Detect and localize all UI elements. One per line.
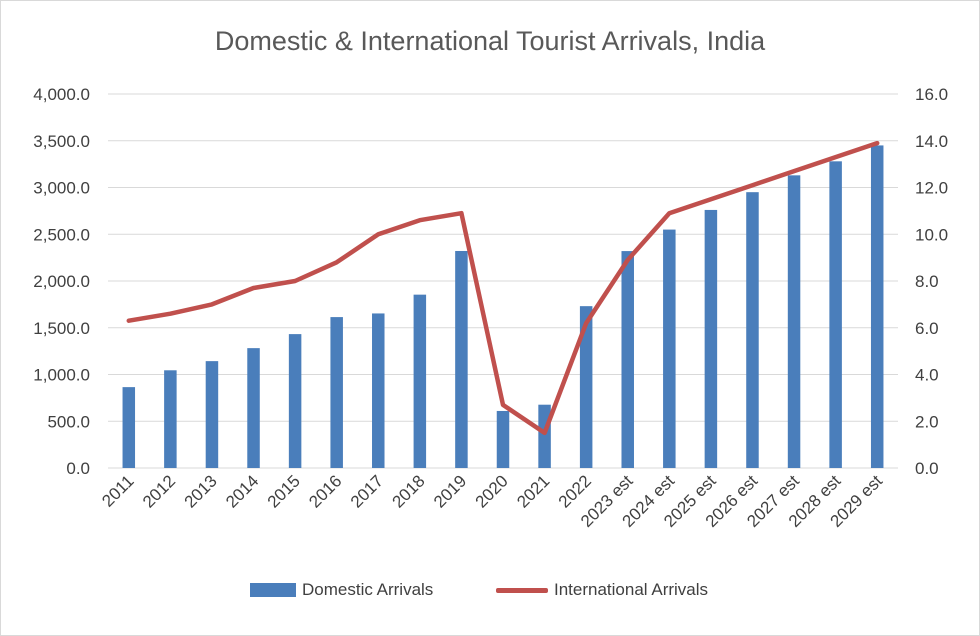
y-right-tick-label: 8.0 xyxy=(915,272,939,291)
x-tick-label: 2015 xyxy=(264,471,304,511)
bar-domestic xyxy=(538,404,551,468)
y-right-tick-label: 4.0 xyxy=(915,366,939,385)
bar-domestic xyxy=(787,175,801,468)
y-left-tick-label: 0.0 xyxy=(66,459,90,478)
y-left-tick-label: 1,500.0 xyxy=(33,319,90,338)
bar-domestic xyxy=(455,250,468,468)
x-tick-label: 2012 xyxy=(139,471,179,511)
legend-swatch-international xyxy=(496,587,548,593)
y-right-tick-label: 0.0 xyxy=(915,459,939,478)
legend-item-international: International Arrivals xyxy=(496,580,708,600)
y-right-tick-label: 10.0 xyxy=(915,225,948,244)
bar-domestic xyxy=(746,192,759,469)
bar-domestic xyxy=(164,370,177,468)
x-tick-label: 2018 xyxy=(388,471,428,511)
y-right-tick-label: 2.0 xyxy=(915,412,939,431)
x-tick-label: 2016 xyxy=(305,471,345,511)
x-tick-label: 2020 xyxy=(472,471,512,511)
y-right-tick-label: 16.0 xyxy=(915,85,948,104)
bar-domestic xyxy=(330,317,343,468)
bar-domestic xyxy=(579,306,593,468)
line-international xyxy=(126,140,880,436)
bar-domestic xyxy=(496,410,510,468)
legend-label-domestic: Domestic Arrivals xyxy=(302,580,434,599)
legend-swatch-domestic xyxy=(250,583,296,597)
x-tick-label: 2014 xyxy=(222,471,262,511)
x-tick-label: 2017 xyxy=(347,471,387,511)
bar-domestic xyxy=(122,387,136,468)
x-tick-label: 2019 xyxy=(430,471,470,511)
y-left-tick-label: 4,000.0 xyxy=(33,85,90,104)
bar-domestic xyxy=(288,334,302,468)
y-left-tick-label: 1,000.0 xyxy=(33,366,90,385)
bar-domestic xyxy=(829,161,842,468)
legend-label-international: International Arrivals xyxy=(554,580,709,599)
y-right-tick-label: 6.0 xyxy=(915,319,939,338)
y-left-tick-label: 2,000.0 xyxy=(33,272,90,291)
bar-domestic xyxy=(372,313,385,468)
y-left-tick-label: 500.0 xyxy=(47,412,90,431)
x-tick-label: 2011 xyxy=(98,471,137,510)
bar-domestic xyxy=(663,229,676,468)
y-left-tick-label: 3,500.0 xyxy=(33,132,90,151)
bar-domestic xyxy=(413,294,427,468)
chart-title: Domestic & International Tourist Arrival… xyxy=(214,26,766,56)
legend: Domestic Arrivals International Arrivals xyxy=(0,580,980,604)
x-tick-label: 2013 xyxy=(181,471,221,511)
y-right-tick-label: 12.0 xyxy=(915,179,948,198)
bar-domestic xyxy=(704,209,718,468)
x-tick-label: 2021 xyxy=(513,471,553,511)
y-left-tick-label: 3,000.0 xyxy=(33,179,90,198)
bar-domestic xyxy=(205,361,219,468)
bar-domestic xyxy=(247,348,260,468)
bar-domestic xyxy=(870,145,884,469)
y-left-tick-label: 2,500.0 xyxy=(33,225,90,244)
bar-domestic xyxy=(621,251,634,468)
legend-item-domestic: Domestic Arrivals xyxy=(250,580,433,600)
y-right-tick-label: 14.0 xyxy=(915,132,948,151)
